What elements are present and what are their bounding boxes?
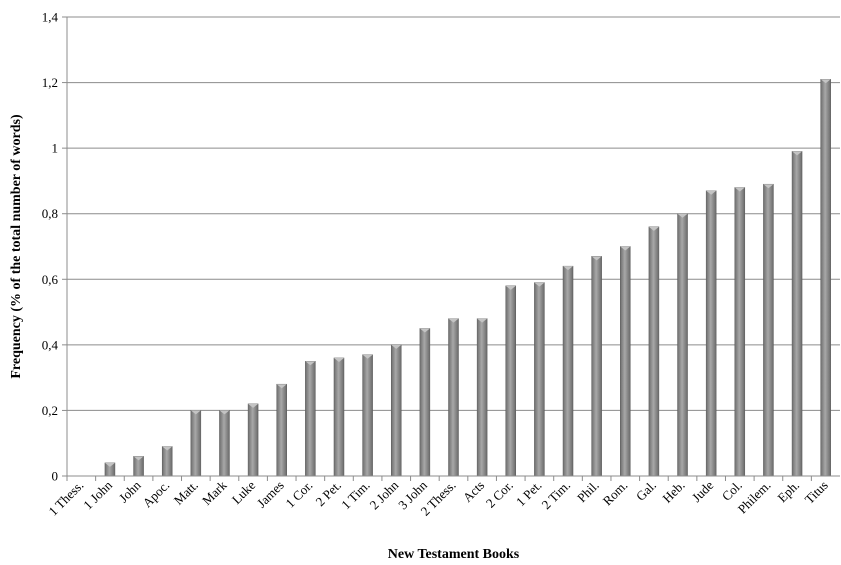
bar-cap (677, 213, 688, 218)
x-tick-label: Jude (689, 477, 717, 505)
bar (247, 403, 259, 477)
bar-cap (133, 456, 144, 461)
x-tick-label: 1 Cor. (282, 478, 315, 511)
bar (763, 183, 774, 477)
y-tick-label: 0 (52, 469, 59, 484)
bar (591, 256, 602, 477)
bar (362, 354, 373, 477)
x-tick-label: Titus (802, 478, 831, 507)
bar (648, 226, 660, 477)
bar (476, 318, 488, 477)
bar (333, 357, 345, 477)
bar (276, 383, 287, 477)
x-tick-label: Philem. (735, 478, 774, 517)
bar-cap (792, 151, 803, 156)
x-tick-label: Phil. (574, 478, 602, 506)
x-tick-label: Rom. (600, 478, 631, 509)
bar-cap (648, 226, 659, 231)
bar (820, 79, 831, 477)
bar (219, 410, 230, 477)
bar (677, 213, 688, 477)
bars (104, 79, 831, 477)
axes (62, 16, 840, 481)
bar (448, 318, 459, 477)
bar-cap (734, 187, 745, 192)
y-tick-label: 1,4 (42, 10, 59, 25)
bar-cap (563, 266, 574, 271)
bar-cap (477, 318, 488, 323)
bar-cap (305, 361, 316, 366)
bar (161, 446, 173, 477)
y-tick-labels: 0 0,2 0,4 0,6 0,8 1 1,2 1,4 (42, 10, 59, 484)
y-tick-label: 0,6 (42, 272, 59, 287)
x-tick-label: 2 Pet. (313, 478, 345, 510)
bar-cap (190, 410, 201, 415)
bar (791, 151, 803, 477)
bar-cap (534, 282, 545, 287)
x-tick-label: 1 Thess. (45, 478, 86, 519)
bar-cap (391, 344, 402, 349)
bar-cap (505, 285, 516, 290)
x-tick-label: Gal. (633, 478, 659, 504)
bar-cap (248, 403, 259, 408)
bar-cap (419, 328, 430, 333)
bar (705, 190, 717, 477)
bar-cap (104, 462, 115, 467)
x-tick-label: Matt. (171, 478, 201, 508)
bar-cap (162, 446, 173, 451)
bar-cap (219, 410, 230, 415)
y-tick-label: 0,8 (42, 206, 58, 221)
y-tick-label: 0,2 (42, 403, 58, 418)
x-tick-label: Heb. (659, 478, 687, 506)
x-tick-label: Luke (229, 477, 259, 507)
y-tick-label: 1,2 (42, 75, 58, 90)
bar (390, 344, 402, 477)
y-tick-label: 0,4 (42, 337, 59, 352)
x-tick-label: 1 Tim. (338, 478, 373, 513)
x-tick-label: 1 Pet. (513, 478, 545, 510)
bar-cap (591, 256, 602, 261)
bar (505, 285, 517, 477)
bar-cap (706, 190, 717, 195)
bar-cap (620, 246, 631, 251)
y-axis-title: Frequency (% of the total number of word… (9, 114, 24, 379)
bar (305, 361, 316, 477)
bar-cap (763, 184, 774, 189)
bar (620, 246, 631, 477)
x-tick-label: James (254, 478, 287, 511)
x-tick-label: 2 Cor. (483, 478, 516, 511)
bar (562, 265, 574, 477)
y-tick-label: 1 (52, 141, 59, 156)
bar-cap (448, 318, 459, 323)
x-axis-title: New Testament Books (388, 547, 520, 562)
x-tick-label: 2 John (366, 477, 401, 512)
x-tick-label: 2 Tim. (539, 478, 574, 513)
bar (419, 328, 431, 477)
x-tick-label: Apoc. (139, 478, 172, 511)
bar-cap (276, 384, 287, 389)
bar (190, 410, 202, 477)
bar-cap (333, 357, 344, 362)
gridlines (67, 16, 840, 411)
bar (534, 282, 545, 477)
x-tick-label: 1 John (80, 477, 115, 512)
bar (734, 187, 746, 477)
x-tick-label: Mark (199, 477, 230, 508)
x-tick-label: Eph. (774, 478, 802, 506)
bar-cap (362, 354, 373, 359)
bar-cap (820, 79, 831, 84)
